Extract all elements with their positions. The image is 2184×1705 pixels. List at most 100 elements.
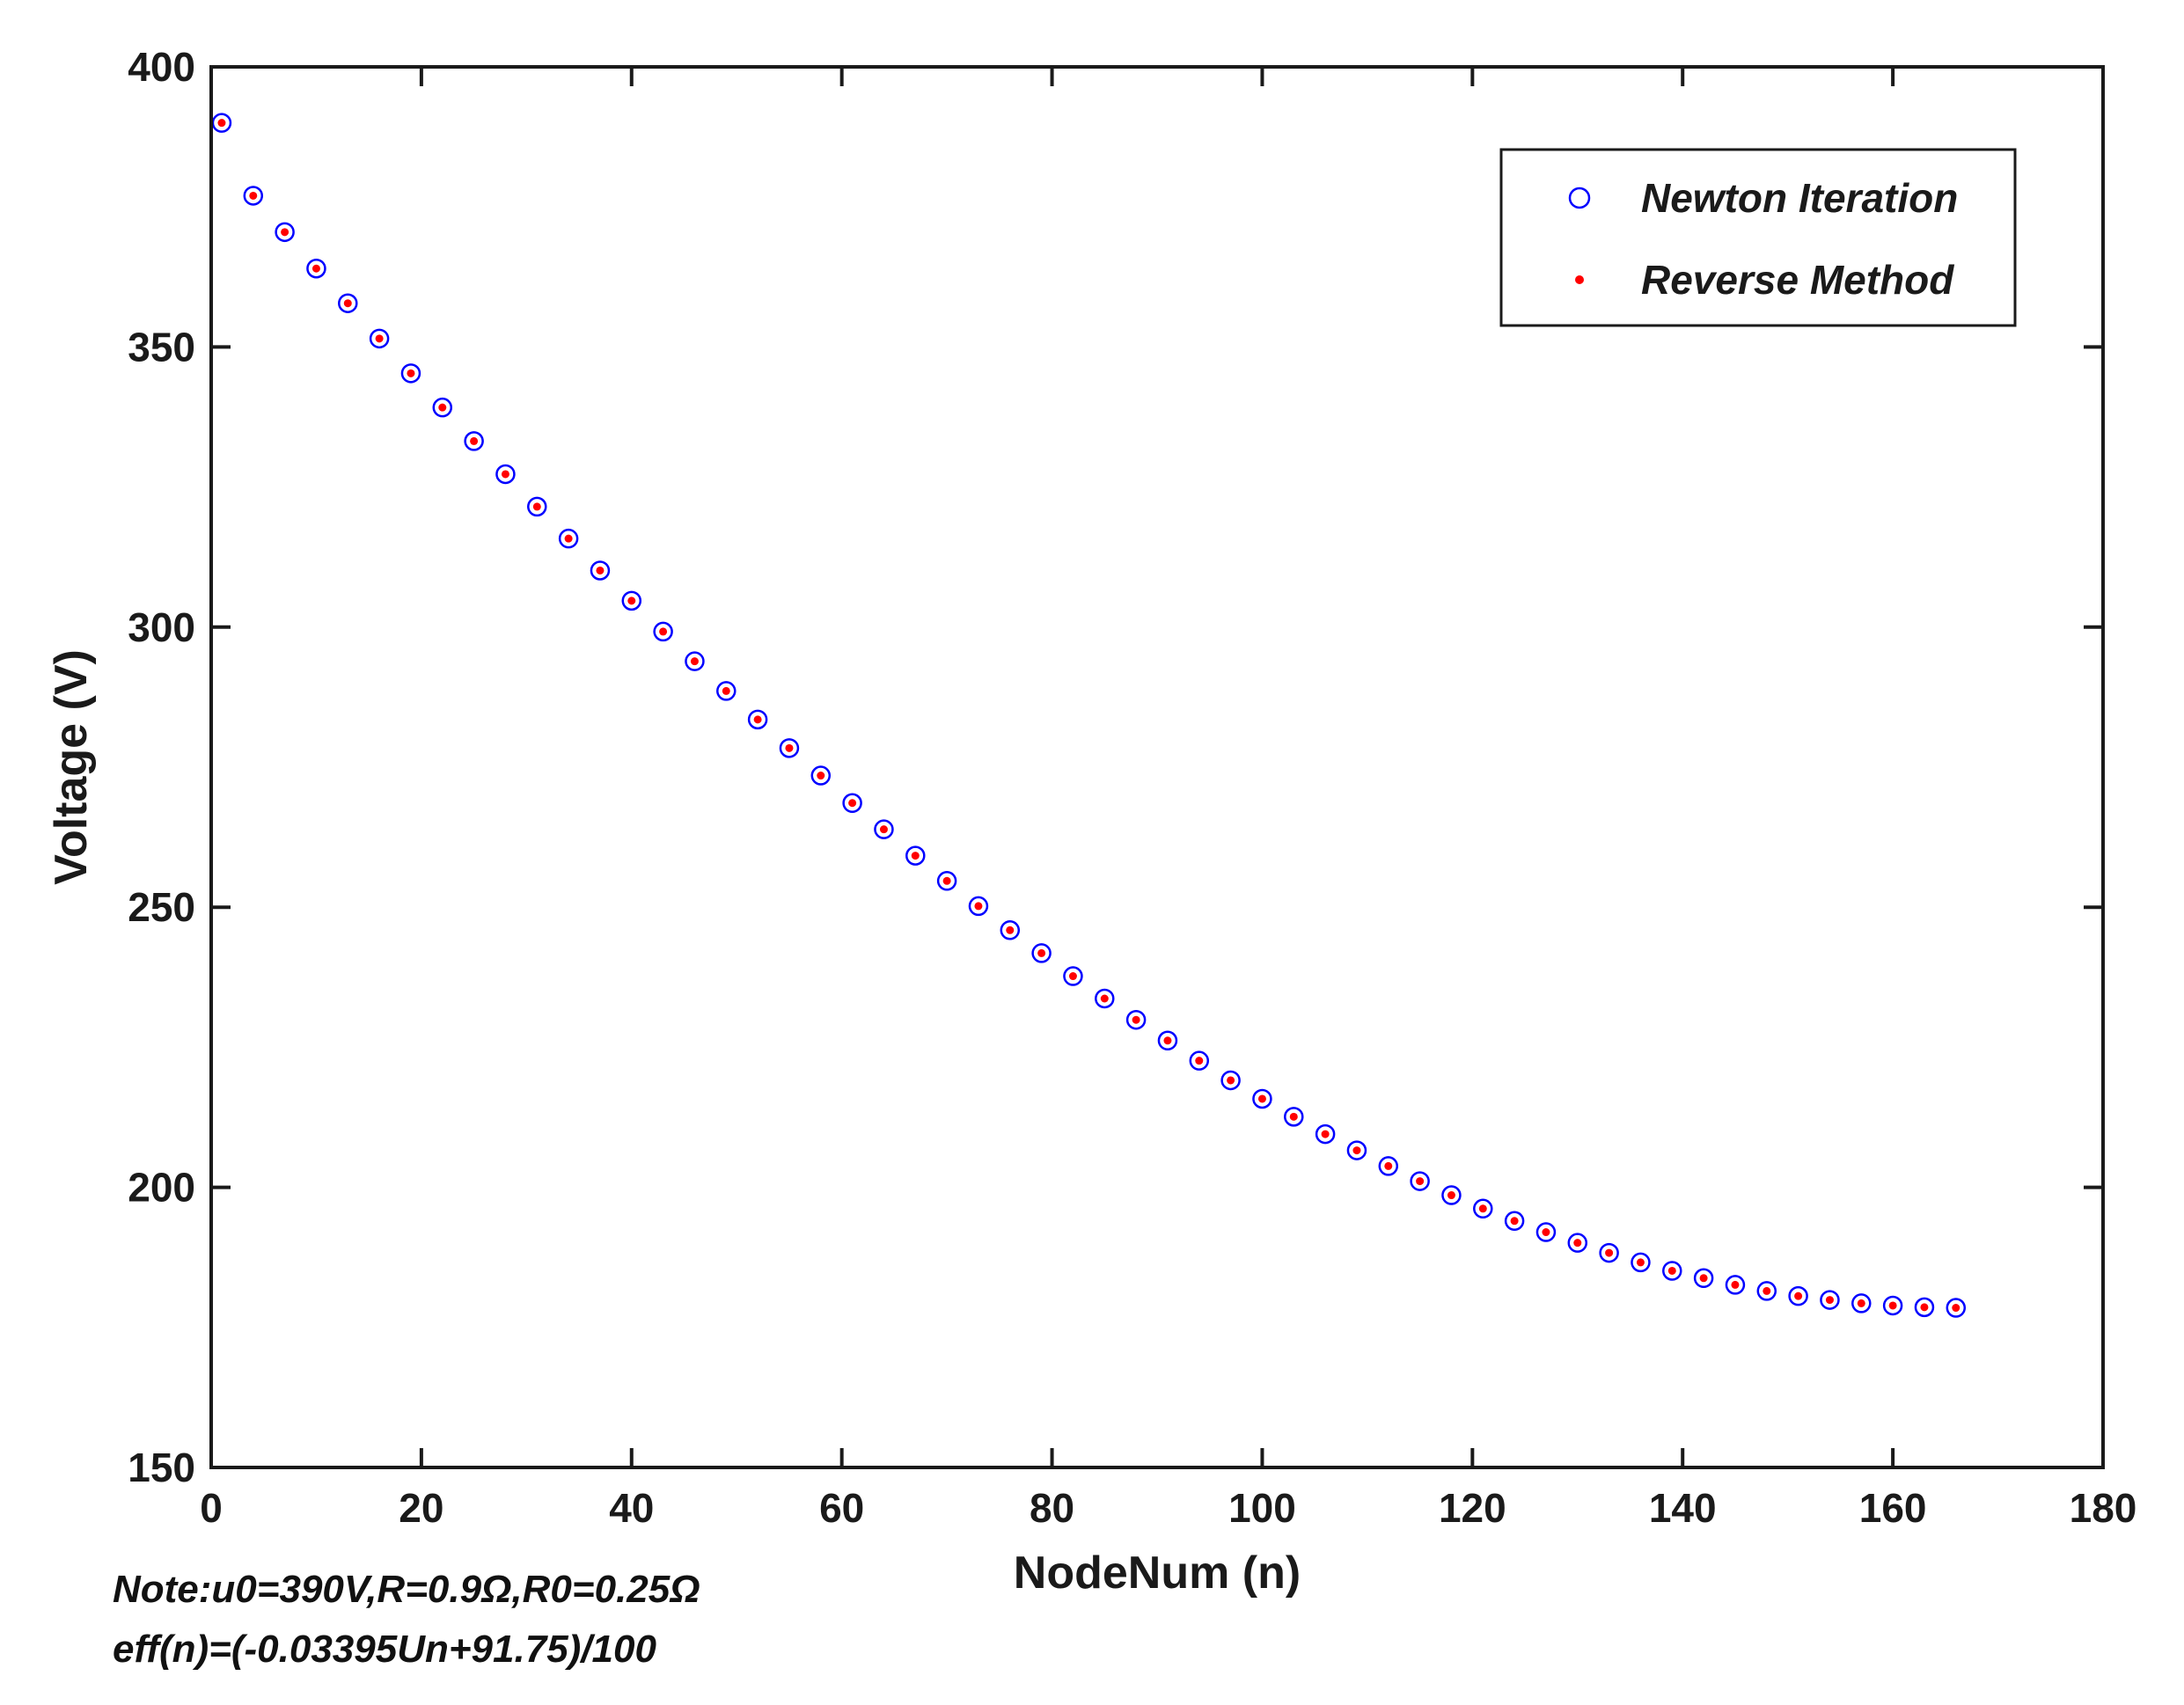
newton-point bbox=[1599, 1242, 1619, 1263]
legend-label-reverse-method: Reverse Method bbox=[1641, 257, 1954, 303]
reverse-point bbox=[1416, 1177, 1425, 1186]
reverse-point bbox=[217, 119, 226, 128]
x-tick-labels: 0 20 40 60 80 100 120 140 160 180 bbox=[200, 1485, 2136, 1531]
reverse-point bbox=[1447, 1191, 1455, 1200]
reverse-point bbox=[1068, 972, 1077, 981]
reverse-point bbox=[879, 825, 888, 834]
reverse-point bbox=[817, 772, 825, 780]
reverse-point bbox=[1667, 1266, 1676, 1275]
newton-point bbox=[1504, 1211, 1525, 1232]
reverse-point bbox=[753, 715, 762, 724]
x-axis-label: NodeNum (n) bbox=[1014, 1548, 1301, 1599]
newton-point bbox=[1125, 1009, 1147, 1030]
reverse-point bbox=[1605, 1248, 1614, 1257]
reverse-point bbox=[1352, 1146, 1361, 1155]
newton-point bbox=[685, 651, 705, 671]
newton-point bbox=[369, 328, 390, 349]
x-tick-label: 180 bbox=[2070, 1485, 2137, 1531]
x-tick-label: 120 bbox=[1439, 1485, 1506, 1531]
newton-point bbox=[1220, 1070, 1241, 1091]
plot-frame bbox=[209, 65, 2105, 1469]
reverse-point bbox=[1195, 1057, 1204, 1065]
newton-point bbox=[527, 496, 547, 517]
reverse-point bbox=[501, 470, 509, 479]
reverse-point bbox=[942, 876, 951, 885]
newton-point bbox=[1756, 1281, 1777, 1301]
newton-point bbox=[1063, 966, 1083, 986]
newton-point bbox=[1346, 1140, 1367, 1160]
reverse-point bbox=[1384, 1161, 1393, 1170]
reverse-point bbox=[1794, 1292, 1803, 1300]
note-efficiency-formula: eff(n)=(-0.03395Un+91.75)/100 bbox=[113, 1628, 656, 1671]
newton-point bbox=[1662, 1261, 1682, 1281]
newton-point bbox=[306, 258, 326, 279]
reverse-point bbox=[470, 436, 479, 445]
reverse-point bbox=[722, 686, 730, 695]
reverse-point bbox=[1289, 1112, 1298, 1121]
newton-point bbox=[1693, 1268, 1714, 1289]
newton-point bbox=[1095, 988, 1115, 1009]
newton-point bbox=[747, 709, 768, 730]
reverse-point bbox=[1731, 1280, 1740, 1289]
reverse-point bbox=[596, 566, 605, 574]
reverse-point bbox=[1763, 1286, 1771, 1295]
newton-point bbox=[716, 681, 737, 701]
newton-point bbox=[1851, 1293, 1872, 1314]
reverse-point bbox=[249, 191, 258, 200]
y-tick-label: 350 bbox=[128, 324, 195, 370]
newton-point bbox=[621, 590, 642, 611]
newton-point bbox=[1031, 943, 1052, 963]
legend-box bbox=[1499, 148, 2017, 327]
legend-marker-newton-iteration bbox=[1568, 187, 1591, 209]
newton-point bbox=[1378, 1156, 1399, 1176]
newton-point bbox=[968, 896, 989, 917]
newton-point bbox=[1820, 1290, 1840, 1310]
newton-point bbox=[495, 464, 516, 485]
reverse-point bbox=[375, 334, 384, 343]
reverse-point bbox=[848, 799, 857, 808]
newton-point bbox=[779, 738, 800, 758]
reverse-point bbox=[1227, 1076, 1235, 1085]
legend: Newton Iteration Reverse Method bbox=[1499, 148, 2017, 327]
newton-point bbox=[1914, 1297, 1935, 1318]
y-tick-label: 300 bbox=[128, 604, 195, 650]
x-tick-label: 80 bbox=[1030, 1485, 1074, 1531]
newton-point bbox=[400, 363, 421, 384]
newton-point bbox=[1410, 1171, 1430, 1191]
newton-point bbox=[1315, 1123, 1336, 1145]
reverse-point bbox=[532, 502, 541, 511]
newton-point bbox=[653, 621, 673, 642]
series-reverse-method bbox=[217, 119, 1960, 1313]
reverse-point bbox=[627, 596, 636, 605]
legend-label-newton-iteration: Newton Iteration bbox=[1641, 175, 1958, 221]
reverse-point bbox=[1573, 1239, 1582, 1248]
reverse-point bbox=[1857, 1299, 1865, 1307]
reverse-point bbox=[407, 369, 415, 377]
x-tick-label: 60 bbox=[819, 1485, 864, 1531]
reverse-point bbox=[343, 299, 352, 308]
reverse-point bbox=[659, 627, 668, 636]
newton-point bbox=[464, 431, 484, 451]
newton-point bbox=[338, 293, 358, 313]
reverse-point bbox=[1920, 1303, 1929, 1312]
newton-point bbox=[1252, 1088, 1272, 1109]
newton-point bbox=[1284, 1107, 1304, 1127]
reverse-point bbox=[974, 902, 983, 911]
reverse-point bbox=[1510, 1217, 1519, 1226]
reverse-point bbox=[1542, 1228, 1550, 1237]
newton-point bbox=[1157, 1030, 1178, 1051]
y-axis-label: Voltage (V) bbox=[46, 649, 97, 885]
reverse-point bbox=[1100, 994, 1109, 1003]
reverse-point bbox=[438, 403, 447, 412]
reverse-point bbox=[1636, 1258, 1645, 1267]
newton-point bbox=[432, 397, 453, 418]
x-tick-label: 40 bbox=[609, 1485, 654, 1531]
reverse-point bbox=[564, 534, 573, 543]
reverse-point bbox=[1132, 1015, 1140, 1024]
y-tick-label: 200 bbox=[128, 1165, 195, 1211]
reverse-point bbox=[1006, 926, 1015, 934]
newton-point bbox=[1535, 1222, 1557, 1242]
reverse-point bbox=[1321, 1130, 1330, 1138]
newton-point bbox=[1946, 1298, 1967, 1318]
